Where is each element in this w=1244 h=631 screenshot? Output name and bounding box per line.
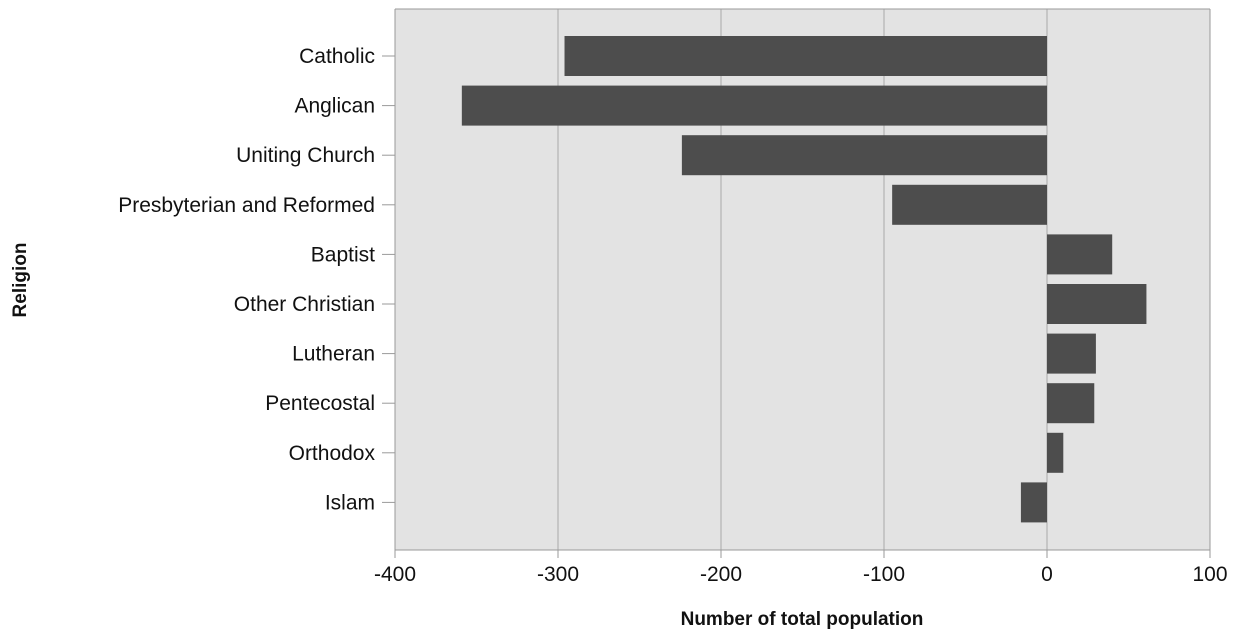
bar [461, 85, 1048, 126]
y-tick-label: Islam [325, 491, 375, 514]
bar [1020, 482, 1047, 523]
y-tick-label: Other Christian [234, 293, 375, 316]
y-axis-ticks: Catholic Anglican Uniting Church Presbyteri… [118, 45, 395, 514]
y-tick-label: Catholic [299, 45, 375, 68]
x-tick-label: -200 [700, 563, 742, 586]
bar [1047, 284, 1147, 324]
x-tick-label: -100 [863, 563, 905, 586]
bars [461, 36, 1147, 523]
bar [1047, 432, 1064, 473]
axes [394, 9, 1210, 551]
y-tick-label: Presbyterian and Reformed [118, 194, 375, 217]
x-tick-label: 100 [1192, 563, 1227, 586]
bar [564, 36, 1047, 76]
y-tick-label: Baptist [311, 243, 375, 266]
y-tick-label: Lutheran [292, 343, 375, 366]
bar [681, 135, 1047, 176]
bar [1047, 234, 1113, 275]
bar [1047, 333, 1096, 374]
bar [892, 184, 1047, 225]
x-tick-label: 0 [1041, 563, 1053, 586]
x-tick-label: -300 [537, 563, 579, 586]
y-axis-title: Religion [10, 243, 31, 318]
x-axis-ticks: -400 -300 -200 -100 0 100 [374, 550, 1228, 586]
y-tick-label: Uniting Church [236, 144, 375, 167]
y-tick-label: Pentecostal [265, 392, 375, 415]
y-tick-label: Anglican [294, 95, 375, 118]
x-axis-title: Number of total population [681, 609, 924, 630]
bar [1047, 383, 1095, 424]
x-tick-label: -400 [374, 563, 416, 586]
y-tick-label: Orthodox [289, 442, 376, 465]
